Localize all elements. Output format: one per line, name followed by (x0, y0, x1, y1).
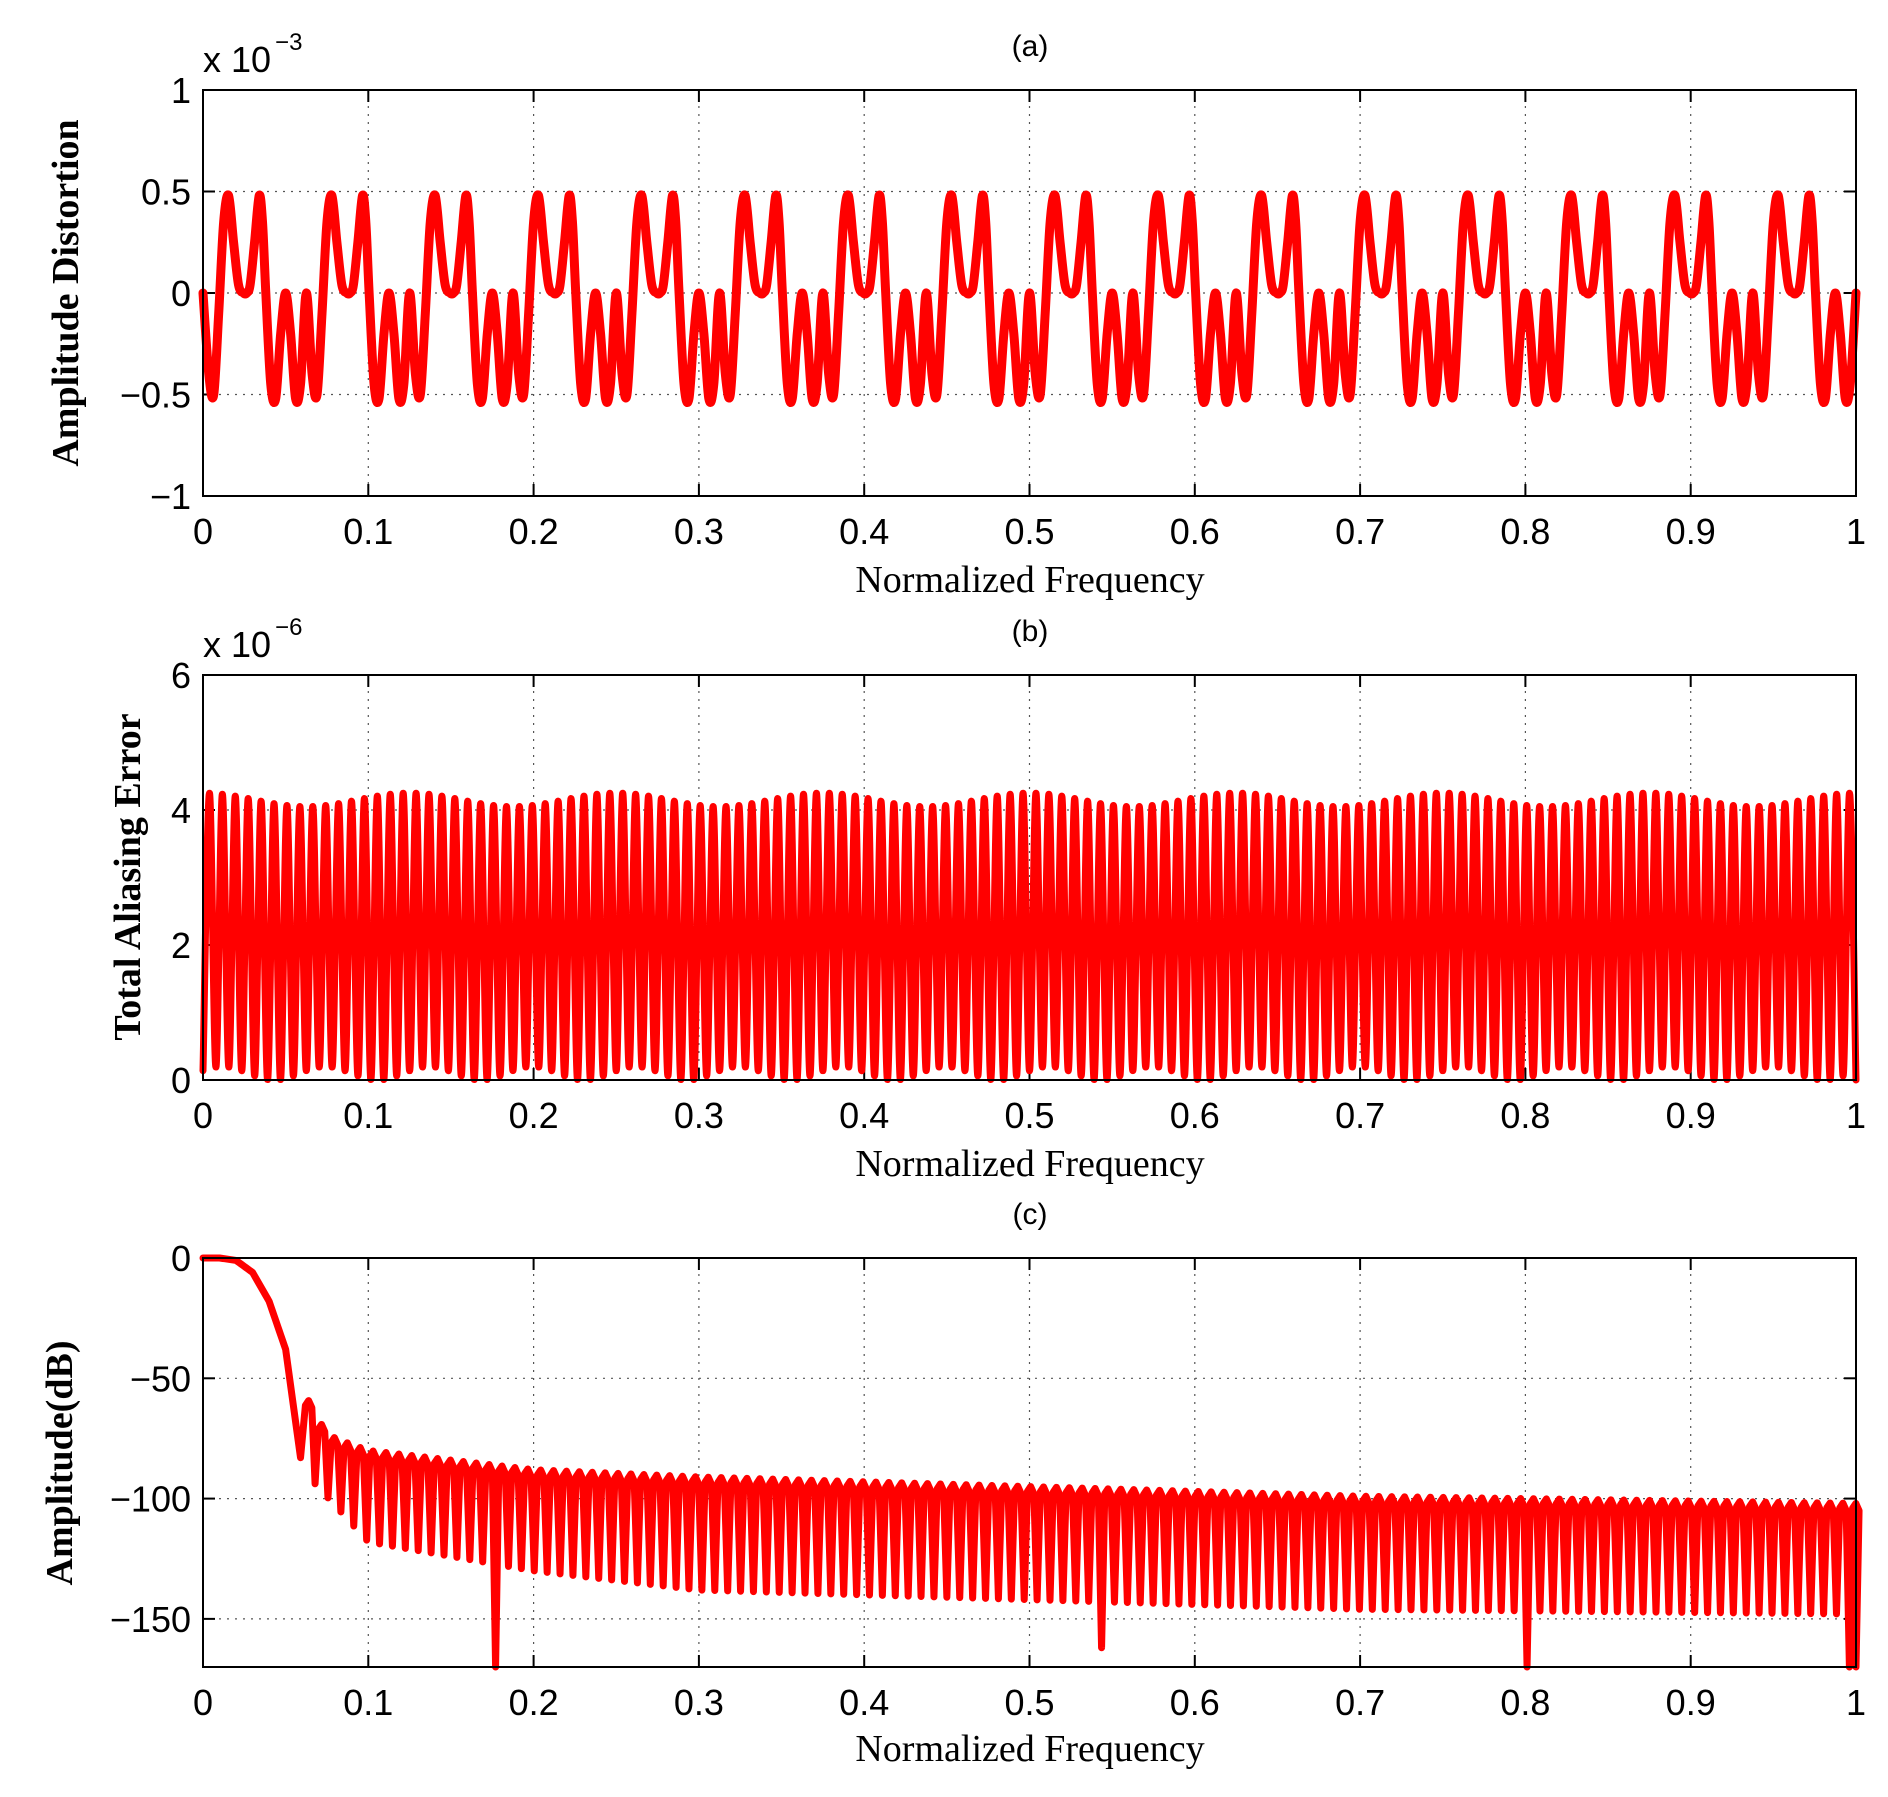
panel-c-grid (203, 1258, 1856, 1667)
panel-c-xtick-labels: 0 0.1 0.2 0.3 0.4 0.5 0.6 0.7 0.8 0.9 1 (193, 1682, 1866, 1723)
panel-b-xlabel: Normalized Frequency (855, 1143, 1204, 1185)
panel-b-exponent-power: −6 (275, 614, 302, 641)
x-tick-label: 0.1 (343, 511, 393, 552)
y-tick-label: −0.5 (120, 375, 191, 416)
x-tick-label: 0.8 (1500, 1095, 1550, 1136)
x-tick-label: 0.6 (1170, 1095, 1220, 1136)
panel-b-xtick-labels: 0 0.1 0.2 0.3 0.4 0.5 0.6 0.7 0.8 0.9 1 (193, 1095, 1866, 1136)
panel-b-series-line (199, 789, 1860, 1084)
panel-a: (a) x 10 −3 Amplitude Distortion Normaliz… (45, 29, 1866, 601)
x-tick-label: 1 (1846, 1682, 1866, 1723)
x-tick-label: 0.6 (1170, 511, 1220, 552)
x-tick-label: 0.1 (343, 1095, 393, 1136)
x-tick-label: 0 (193, 1682, 213, 1723)
panel-c-axes-frame (202, 1257, 1857, 1668)
x-tick-label: 0.9 (1666, 1682, 1716, 1723)
y-tick-label: 0 (171, 273, 191, 314)
panel-c-ytick-labels: 0 −50 −100 −150 (110, 1238, 191, 1640)
x-tick-label: 0.9 (1666, 511, 1716, 552)
x-tick-label: 0.4 (839, 511, 889, 552)
x-tick-label: 0.5 (1004, 1095, 1054, 1136)
panel-b-exponent: x 10 −6 (203, 614, 302, 665)
panel-b-title: (b) (1012, 615, 1049, 648)
x-tick-label: 0.3 (674, 511, 724, 552)
panel-a-exponent: x 10 −3 (203, 29, 302, 80)
x-tick-label: 0 (193, 1095, 213, 1136)
panel-a-xtick-labels: 0 0.1 0.2 0.3 0.4 0.5 0.6 0.7 0.8 0.9 1 (193, 511, 1866, 552)
x-tick-label: 0 (193, 511, 213, 552)
panel-a-ytick-labels: −1 −0.5 0 0.5 1 (120, 70, 191, 517)
x-tick-label: 0.3 (674, 1095, 724, 1136)
panel-b-ytick-labels: 0 2 4 6 (171, 655, 191, 1101)
x-tick-label: 0.8 (1500, 511, 1550, 552)
panel-b: (b) x 10 −6 Total Aliasing Error Normaliz… (107, 614, 1866, 1185)
x-tick-label: 0.1 (343, 1682, 393, 1723)
panel-a-series-line (198, 190, 1861, 407)
panel-a-exponent-power: −3 (275, 29, 302, 56)
y-tick-label: −50 (130, 1358, 191, 1399)
panel-c-xlabel: Normalized Frequency (855, 1728, 1204, 1770)
x-tick-label: 0.2 (509, 1682, 559, 1723)
panel-a-axes-frame (202, 89, 1857, 497)
panel-b-ylabel: Total Aliasing Error (107, 713, 149, 1040)
x-tick-label: 1 (1846, 1095, 1866, 1136)
panel-a-title: (a) (1012, 30, 1049, 63)
panel-a-ylabel: Amplitude Distortion (45, 119, 87, 466)
x-tick-label: 0.2 (509, 511, 559, 552)
y-tick-label: 0 (171, 1060, 191, 1101)
panel-c-series-line (199, 1254, 1863, 1671)
x-tick-label: 0.9 (1666, 1095, 1716, 1136)
x-tick-label: 0.7 (1335, 1095, 1385, 1136)
panel-a-exponent-base: x 10 (203, 39, 271, 80)
y-tick-label: −100 (110, 1479, 191, 1520)
y-tick-label: 0 (171, 1238, 191, 1279)
y-tick-label: 0.5 (141, 172, 191, 213)
y-tick-label: −150 (110, 1599, 191, 1640)
y-tick-label: 4 (171, 790, 191, 831)
x-tick-label: 0.5 (1004, 1682, 1054, 1723)
y-tick-label: 6 (171, 655, 191, 696)
panel-c-title: (c) (1013, 1198, 1048, 1231)
x-tick-label: 0.6 (1170, 1682, 1220, 1723)
panel-c: (c) Amplitude(dB) Normalized Frequency 0… (39, 1198, 1866, 1770)
panel-a-xlabel: Normalized Frequency (855, 559, 1204, 601)
x-tick-label: 0.4 (839, 1095, 889, 1136)
x-tick-label: 1 (1846, 511, 1866, 552)
x-tick-label: 0.5 (1004, 511, 1054, 552)
x-tick-label: 0.3 (674, 1682, 724, 1723)
panel-c-ylabel: Amplitude(dB) (39, 1341, 81, 1586)
x-tick-label: 0.8 (1500, 1682, 1550, 1723)
x-tick-label: 0.7 (1335, 511, 1385, 552)
x-tick-label: 0.2 (509, 1095, 559, 1136)
x-tick-label: 0.4 (839, 1682, 889, 1723)
y-tick-label: −1 (150, 476, 191, 517)
panel-b-exponent-base: x 10 (203, 624, 271, 665)
panel-b-axes-frame (202, 674, 1857, 1081)
x-tick-label: 0.7 (1335, 1682, 1385, 1723)
y-tick-label: 1 (171, 70, 191, 111)
y-tick-label: 2 (171, 925, 191, 966)
